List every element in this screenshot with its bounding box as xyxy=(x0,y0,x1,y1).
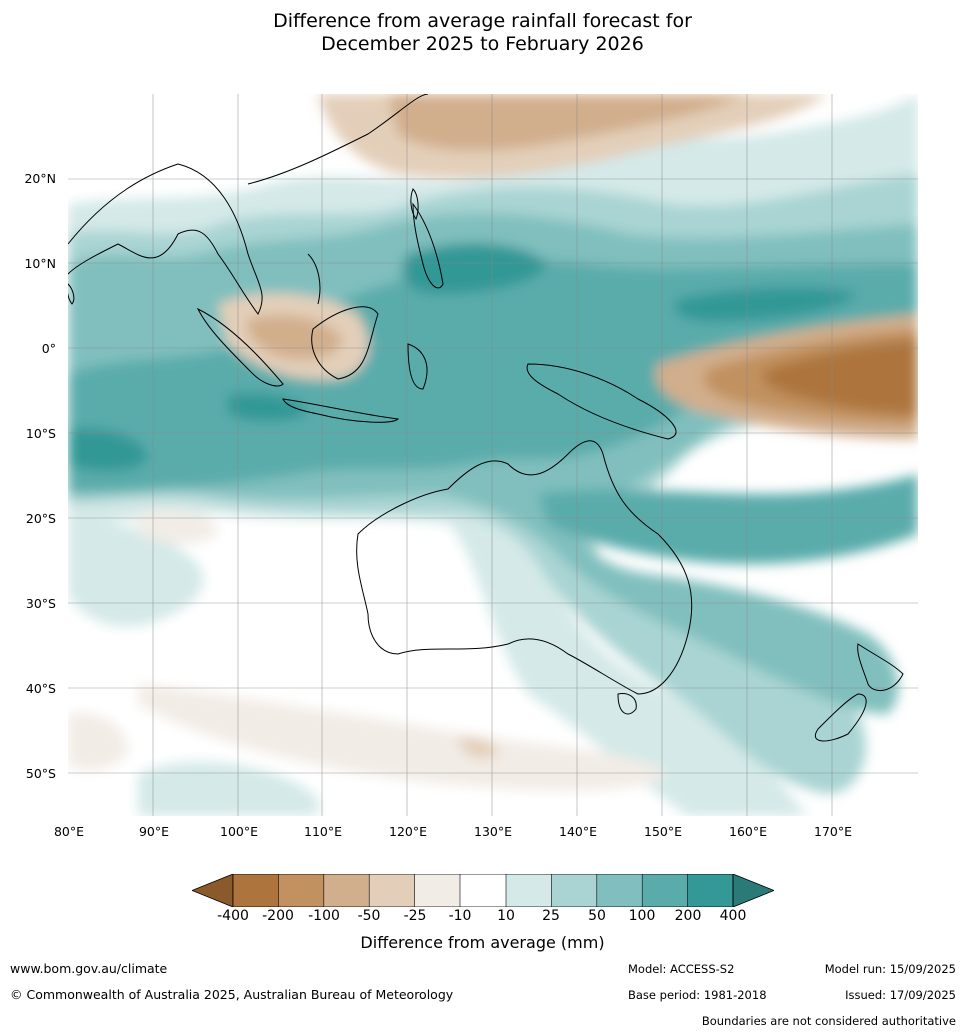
lat-label-20s: 20°S xyxy=(25,511,56,526)
colorbar-label-100: 100 xyxy=(628,908,656,924)
lat-label-20n: 20°N xyxy=(24,171,56,186)
coastlines xyxy=(68,94,904,742)
title-line-1: Difference from average rainfall forecas… xyxy=(273,10,692,32)
colorbar-dividers xyxy=(278,874,688,907)
colorbar-label-200: 200 xyxy=(674,908,702,924)
colorbar-title: Difference from average (mm) xyxy=(360,933,605,952)
lon-label-90e: 90°E xyxy=(138,824,170,839)
colorbar-label-m25: -25 xyxy=(403,908,427,924)
dry-region-maritime-core xyxy=(247,315,343,360)
colorbar-label-m50: -50 xyxy=(357,908,381,924)
colorbar-swatch-2 xyxy=(278,874,324,907)
wet-region-dark-east xyxy=(538,474,918,564)
colorbar-label-10: 10 xyxy=(497,908,515,924)
rainfall-map xyxy=(68,94,918,816)
coast-sulawesi xyxy=(407,343,428,390)
map-title: Difference from average rainfall forecas… xyxy=(0,10,965,56)
dry-region-south-3 xyxy=(458,737,498,759)
colorbar-swatch-3 xyxy=(323,874,370,907)
wet-core-2 xyxy=(674,287,858,322)
colorbar-swatch-11 xyxy=(687,874,733,907)
colorbar-swatch-5 xyxy=(414,874,460,907)
lon-label-130e: 130°E xyxy=(473,824,513,839)
wet-core-3 xyxy=(68,428,148,472)
footer-base-period: Base period: 1981-2018 xyxy=(628,988,767,1002)
colorbar-label-50: 50 xyxy=(588,908,606,924)
colorbar-swatch-8 xyxy=(551,874,597,907)
colorbar-label-m400: -400 xyxy=(217,908,249,924)
coast-australia xyxy=(356,440,693,695)
lat-label-10n: 10°N xyxy=(24,256,56,271)
colorbar-label-25: 25 xyxy=(542,908,560,924)
coast-mainland-asia xyxy=(68,94,429,315)
lat-label-10s: 10°S xyxy=(25,426,56,441)
colorbar-swatch-10 xyxy=(642,874,688,907)
lon-label-170e: 170°E xyxy=(813,824,853,839)
dry-region-south xyxy=(138,684,668,791)
footer-url[interactable]: www.bom.gov.au/climate xyxy=(10,961,168,976)
coast-new-zealand-south xyxy=(815,693,867,742)
colorbar-swatch-7 xyxy=(506,874,552,907)
dry-region-north-core xyxy=(388,94,748,151)
coast-sumatra xyxy=(196,307,284,387)
coast-new-zealand-north xyxy=(857,643,904,692)
colorbar-arrow-low xyxy=(192,874,234,907)
coast-sri-lanka xyxy=(68,283,75,305)
colorbar-label-m100: -100 xyxy=(308,908,340,924)
gridlines xyxy=(68,94,918,816)
colorbar-swatch-9 xyxy=(596,874,643,907)
colorbar-swatch-1 xyxy=(233,874,279,907)
lon-label-140e: 140°E xyxy=(558,824,598,839)
footer-issued: Issued: 17/09/2025 xyxy=(845,988,956,1002)
colorbar-label-m200: -200 xyxy=(262,908,294,924)
lon-label-80e: 80°E xyxy=(53,824,85,839)
lat-label-50s: 50°S xyxy=(25,766,56,781)
lat-label-30s: 30°S xyxy=(25,596,56,611)
colorbar-arrow-high xyxy=(732,874,774,907)
lon-label-110e: 110°E xyxy=(303,824,343,839)
coast-taiwan xyxy=(410,188,419,221)
dry-region-west xyxy=(138,510,218,544)
colorbar-label-m10: -10 xyxy=(448,908,472,924)
lon-label-160e: 160°E xyxy=(728,824,768,839)
wet-region-light-southwest xyxy=(138,761,320,816)
colorbar-outline xyxy=(232,874,734,907)
footer-disclaimer: Boundaries are not considered authoritat… xyxy=(701,1014,956,1028)
lon-label-150e: 150°E xyxy=(643,824,683,839)
footer-model-run: Model run: 15/09/2025 xyxy=(824,962,956,976)
coast-java xyxy=(282,398,400,423)
lat-label-0: 0° xyxy=(41,341,56,356)
colorbar-swatch-4 xyxy=(369,874,415,907)
rainfall-anomaly-shading xyxy=(68,94,918,816)
footer-model: Model: ACCESS-S2 xyxy=(628,962,735,976)
colorbar-label-400: 400 xyxy=(719,908,747,924)
colorbar xyxy=(192,874,774,907)
wet-region-light-south xyxy=(68,521,204,627)
lon-label-120e: 120°E xyxy=(388,824,428,839)
coast-borneo xyxy=(311,306,379,380)
wet-core-1 xyxy=(402,243,548,294)
coast-new-guinea xyxy=(526,363,677,440)
lat-label-40s: 40°S xyxy=(25,681,56,696)
coast-tasmania xyxy=(617,693,637,715)
footer-copyright: © Commonwealth of Australia 2025, Austra… xyxy=(10,987,454,1002)
dry-region-pacific-core xyxy=(763,339,918,414)
dry-region-south-2 xyxy=(68,713,128,771)
title-line-2: December 2025 to February 2026 xyxy=(321,33,644,55)
colorbar-swatch-6 xyxy=(460,874,506,907)
coast-philippines xyxy=(412,202,444,289)
lon-label-100e: 100°E xyxy=(219,824,259,839)
